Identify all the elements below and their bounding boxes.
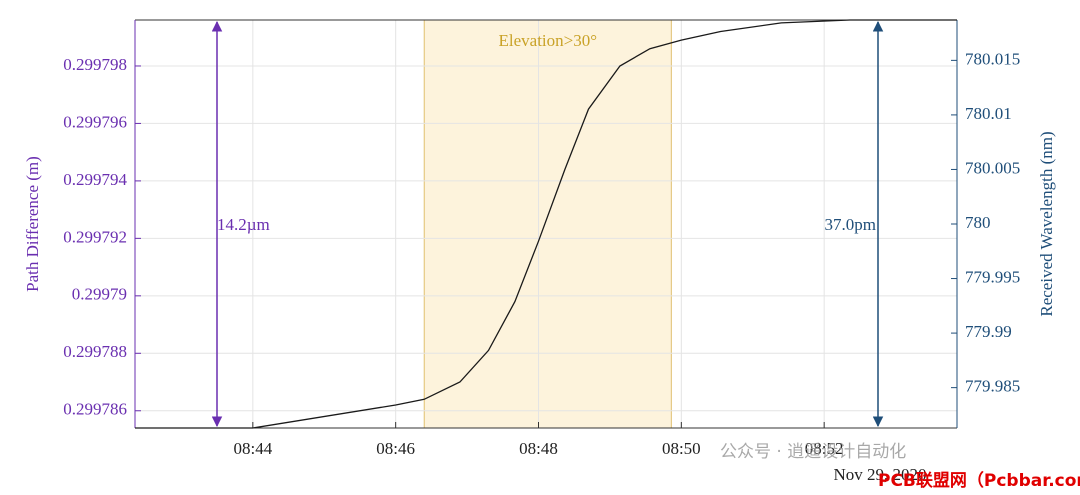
y-axis-label: Path Difference (m) — [23, 156, 42, 292]
x-tick-label: 08:48 — [519, 439, 558, 458]
x-date-label: Nov 29, 2020 — [833, 465, 926, 484]
x-tick-label: 08:44 — [233, 439, 272, 458]
span-label: 37.0pm — [825, 215, 876, 234]
y-tick-label: 0.299796 — [63, 112, 127, 131]
watermark: 公众号 · 逍遥设计自动化 — [720, 442, 906, 462]
span-label: 14.2µm — [217, 215, 270, 234]
y2-tick-label: 779.995 — [965, 267, 1020, 286]
y-tick-label: 0.299792 — [63, 227, 127, 246]
y-tick-label: 0.299798 — [63, 55, 127, 74]
y-tick-label: 0.299794 — [63, 170, 127, 189]
data-line — [135, 19, 957, 429]
y-tick-label: 0.29979 — [72, 285, 127, 304]
watermark: PCB联盟网（Pcbbar.com） — [878, 470, 1080, 491]
y2-tick-label: 780.005 — [965, 158, 1020, 177]
y2-tick-label: 780.01 — [965, 104, 1012, 123]
x-tick-label: 08:46 — [376, 439, 415, 458]
x-tick-label: 08:52 — [805, 439, 844, 458]
y2-tick-label: 780.015 — [965, 49, 1020, 68]
highlight-label: Elevation>30° — [499, 31, 598, 50]
x-tick-label: 08:50 — [662, 439, 701, 458]
y-tick-label: 0.299786 — [63, 400, 127, 419]
y-tick-label: 0.299788 — [63, 342, 127, 361]
y2-tick-label: 779.985 — [965, 377, 1020, 396]
y2-tick-label: 780 — [965, 213, 991, 232]
highlight-band — [423, 19, 672, 429]
y2-axis-label: Received Wavelength (nm) — [1037, 131, 1056, 316]
y2-tick-label: 779.99 — [965, 322, 1012, 341]
